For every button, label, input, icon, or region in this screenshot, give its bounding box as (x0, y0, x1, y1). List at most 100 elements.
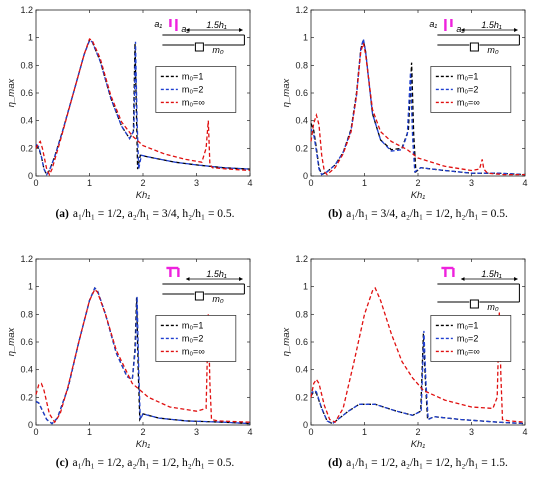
y-tick-label: 0.2 (295, 392, 308, 402)
panel-letter: (d) (328, 457, 342, 469)
y-tick-label: 1 (303, 282, 308, 292)
caption-text: a₁/h₁ = 1/2, a₂/h₁ = 3/4, h₂/h₁ = 0.5. (73, 208, 235, 220)
panel-d: 0 1 2 3 4 0 0.2 0.4 0.6 0.8 1 1.2 Kh₁ η_max m₀=1 m₀=2 m₀… (281, 254, 528, 469)
y-tick-label: 0.4 (20, 365, 33, 375)
legend-box (155, 315, 237, 362)
panel-letter: (b) (328, 208, 342, 220)
y-tick-label: 1 (303, 33, 308, 43)
x-tick-label: 0 (308, 427, 313, 437)
legend-label: m₀=∞ (182, 346, 205, 356)
y-tick-label: 0.4 (295, 365, 308, 375)
y-axis-label: η_max (6, 327, 17, 357)
legend-label: m₀=2 (182, 333, 204, 343)
y-tick-label: 0 (303, 420, 308, 430)
y-axis-label: η_max (6, 78, 17, 108)
y-tick-label: 0.8 (295, 60, 308, 70)
y-tick-label: 0.6 (295, 88, 308, 98)
series-line-3 (310, 286, 526, 424)
legend-label: m₀=2 (457, 333, 479, 343)
x-tick-label: 1 (87, 178, 92, 188)
x-axis-label: Kh₁ (411, 439, 426, 450)
x-tick-label: 4 (247, 427, 252, 437)
x-tick-label: 0 (33, 427, 38, 437)
x-tick-label: 1 (362, 178, 367, 188)
inset-label: m₀ (487, 45, 498, 55)
y-tick-label: 0.2 (295, 143, 308, 153)
panel-c: 0 1 2 3 4 0 0.2 0.4 0.6 0.8 1 1.2 Kh₁ η_max m₀=1 m₀=2 m₀… (6, 254, 253, 469)
y-axis-label: η_max (281, 78, 292, 108)
x-tick-label: 4 (247, 178, 252, 188)
inset-schematic: 1.5h₁ m₀ (162, 266, 245, 304)
x-tick-label: 4 (522, 427, 527, 437)
inset-label: a₁ (429, 19, 437, 29)
y-axis-label: η_max (281, 327, 292, 357)
panel-letter: (c) (56, 457, 69, 469)
x-tick-label: 4 (522, 178, 527, 188)
series-line-3 (35, 38, 251, 177)
x-axis-label: Kh₁ (136, 190, 151, 201)
mass-box (469, 299, 479, 309)
x-tick-label: 3 (469, 427, 474, 437)
x-tick-label: 3 (469, 178, 474, 188)
y-tick-label: 1.2 (295, 254, 308, 264)
y-tick-label: 0 (303, 171, 308, 181)
inset-label: a₁ (154, 19, 162, 29)
x-tick-label: 1 (362, 427, 367, 437)
panel-caption: (b) a₁/h₁ = 3/4, a₂/h₁ = 1/2, h₂/h₁ = 0.5… (328, 208, 508, 220)
legend-label: m₀=∞ (182, 97, 205, 107)
legend-label: m₀=2 (182, 84, 204, 94)
series-line-2 (310, 38, 526, 176)
y-tick-label: 1.2 (20, 5, 33, 15)
x-tick-label: 2 (415, 178, 420, 188)
inset-schematic: 1.5h₁ m₀ (437, 266, 520, 312)
inset-schematic: a₁ a₂ 1.5h₁ m₀ (429, 19, 520, 55)
legend-label: m₀=∞ (457, 346, 480, 356)
legend-label: m₀=1 (457, 71, 479, 81)
x-axis-label: Kh₁ (136, 439, 151, 450)
y-tick-label: 0.2 (20, 392, 33, 402)
inset-label: a₂ (456, 24, 465, 34)
series-line-2 (35, 286, 251, 425)
x-tick-label: 0 (33, 178, 38, 188)
mass-box (469, 42, 479, 52)
series-line-3 (310, 43, 525, 176)
panel-caption: (c) a₁/h₁ = 1/2, a₂/h₁ = 1/2, h₂/h₁ = 0.5… (56, 457, 235, 469)
inset-label: 1.5h₁ (206, 269, 227, 279)
y-tick-label: 0.6 (295, 337, 308, 347)
y-tick-label: 0.6 (20, 88, 33, 98)
inset-label: 1.5h₁ (481, 269, 502, 279)
panel-caption: (d) a₁/h₁ = 1/2, a₂/h₁ = 1/2, h₂/h₁ = 1.5… (328, 457, 508, 469)
inset-label: 1.5h₁ (206, 20, 227, 30)
x-tick-label: 2 (140, 427, 145, 437)
caption-text: a₁/h₁ = 1/2, a₂/h₁ = 1/2, h₂/h₁ = 0.5. (73, 457, 235, 469)
x-tick-label: 2 (415, 427, 420, 437)
series-line-2 (310, 330, 526, 425)
y-tick-label: 1.2 (20, 254, 33, 264)
legend-label: m₀=1 (182, 320, 204, 330)
y-tick-label: 1 (28, 33, 33, 43)
y-tick-label: 1.2 (295, 5, 308, 15)
legend-box (430, 315, 512, 362)
legend-box (430, 66, 512, 113)
legend-label: m₀=1 (182, 71, 204, 81)
inset-label: 1.5h₁ (481, 20, 502, 30)
y-tick-label: 0.4 (295, 116, 308, 126)
inset-label: a₂ (181, 24, 190, 34)
inset-label: m₀ (212, 294, 223, 304)
y-tick-label: 0 (28, 171, 33, 181)
caption-text: a₁/h₁ = 1/2, a₂/h₁ = 1/2, h₂/h₁ = 1.5. (346, 457, 508, 469)
inset-schematic: a₁ a₂ 1.5h₁ m₀ (154, 19, 245, 55)
y-tick-label: 0.8 (295, 309, 308, 319)
legend-label: m₀=2 (457, 84, 479, 94)
x-tick-label: 1 (87, 427, 92, 437)
x-tick-label: 0 (308, 178, 313, 188)
x-tick-label: 3 (194, 178, 199, 188)
inset-label: m₀ (487, 302, 498, 312)
panel-a: 0 1 2 3 4 0 0.2 0.4 0.6 0.8 1 1.2 Kh₁ η_max m₀=1 m₀=2 m₀… (6, 5, 253, 220)
panel-caption: (a) a₁/h₁ = 1/2, a₂/h₁ = 3/4, h₂/h₁ = 0.5… (55, 208, 234, 220)
caption-text: a₁/h₁ = 3/4, a₂/h₁ = 1/2, h₂/h₁ = 0.5. (346, 208, 508, 220)
x-tick-label: 2 (140, 178, 145, 188)
mass-box (194, 291, 204, 301)
panel-b: 0 1 2 3 4 0 0.2 0.4 0.6 0.8 1 1.2 Kh₁ η_max m₀=1 m₀=2 m₀… (281, 5, 528, 220)
